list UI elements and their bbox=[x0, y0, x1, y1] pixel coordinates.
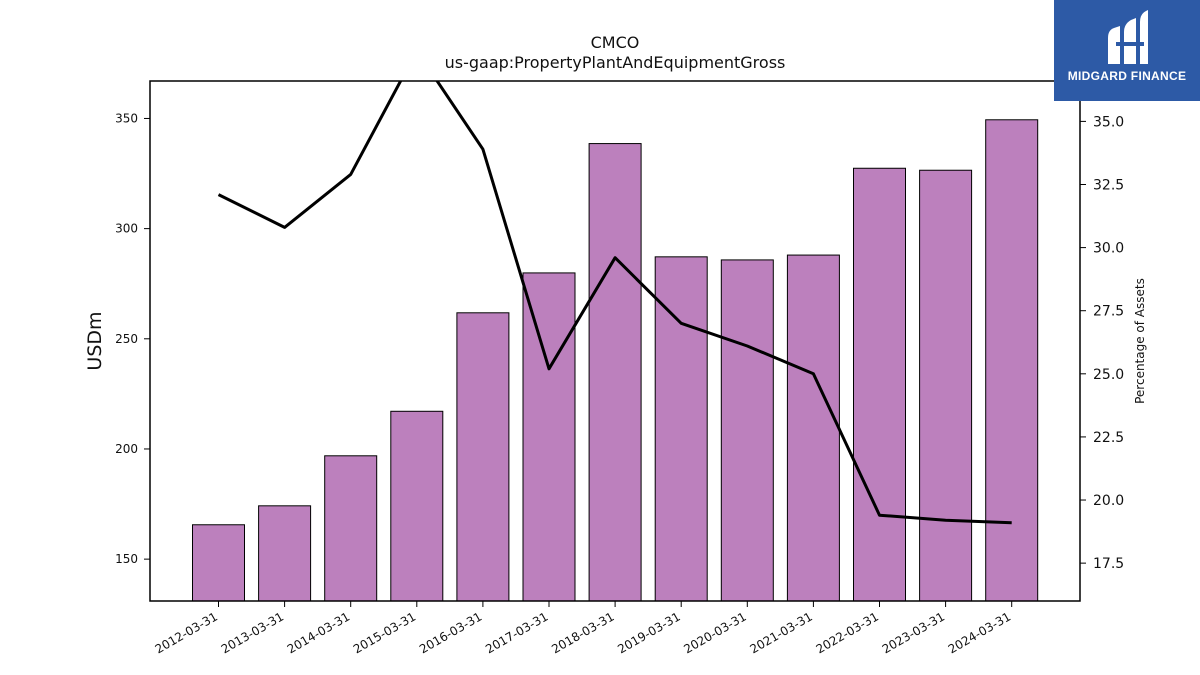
right-tick-label: 27.5 bbox=[1093, 304, 1124, 320]
right-tick-label: 32.5 bbox=[1093, 177, 1124, 193]
x-tick-label: 2019-03-31 bbox=[615, 609, 682, 656]
bar-2020-03-31 bbox=[720, 259, 774, 601]
left-tick-label: 350 bbox=[115, 111, 138, 125]
x-tick-label: 2015-03-31 bbox=[351, 609, 418, 656]
right-tick-label: 25.0 bbox=[1093, 367, 1124, 383]
bar-2015-03-31 bbox=[390, 410, 444, 601]
x-tick-label: 2022-03-31 bbox=[814, 609, 881, 656]
percentage-line bbox=[217, 81, 1012, 525]
right-tick-label: 20.0 bbox=[1093, 493, 1124, 509]
left-tick-label: 200 bbox=[115, 442, 138, 456]
bar-2021-03-31 bbox=[786, 254, 840, 601]
x-tick-label: 2013-03-31 bbox=[219, 609, 286, 656]
x-tick-label: 2023-03-31 bbox=[880, 609, 947, 656]
x-tick-label: 2016-03-31 bbox=[417, 609, 484, 656]
left-axis-ticks: 150 200 250 300 350 bbox=[115, 111, 150, 566]
bar-2017-03-31 bbox=[522, 272, 576, 601]
right-tick-label: 35.0 bbox=[1093, 114, 1124, 130]
logo-text: MIDGARD FINANCE bbox=[1067, 69, 1187, 83]
bar-2022-03-31 bbox=[853, 167, 906, 601]
y2-axis-label: Percentage of Assets bbox=[1133, 278, 1147, 404]
right-tick-label: 22.5 bbox=[1093, 430, 1124, 446]
left-tick-label: 300 bbox=[115, 222, 138, 236]
x-tick-label: 2017-03-31 bbox=[483, 609, 550, 656]
x-axis-ticks: 2012-03-312013-03-312014-03-312015-03-31… bbox=[153, 601, 1013, 656]
bar-2016-03-31 bbox=[456, 312, 510, 601]
x-tick-label: 2014-03-31 bbox=[285, 609, 352, 656]
right-axis-ticks: 17.5 20.0 22.5 25.0 27.5 30.0 32.5 35.0 bbox=[1080, 114, 1124, 572]
bar-2012-03-31 bbox=[192, 524, 245, 601]
x-tick-label: 2024-03-31 bbox=[946, 609, 1013, 656]
left-tick-label: 150 bbox=[115, 552, 138, 566]
bar-2023-03-31 bbox=[919, 169, 973, 601]
right-tick-label: 17.5 bbox=[1093, 556, 1124, 572]
bar-2018-03-31 bbox=[588, 143, 642, 601]
bar-2019-03-31 bbox=[654, 256, 708, 601]
left-tick-label: 250 bbox=[115, 332, 138, 346]
x-tick-label: 2021-03-31 bbox=[747, 609, 814, 656]
bar-2013-03-31 bbox=[258, 505, 312, 601]
bar-2024-03-31 bbox=[985, 119, 1039, 601]
logo-mark-icon bbox=[1108, 10, 1148, 64]
bar-2014-03-31 bbox=[324, 455, 378, 601]
x-tick-label: 2020-03-31 bbox=[681, 609, 748, 656]
x-tick-label: 2012-03-31 bbox=[153, 609, 220, 656]
brand-logo: MIDGARD FINANCE bbox=[1054, 0, 1200, 101]
bar-series bbox=[192, 119, 1039, 601]
y-axis-label: USDm bbox=[84, 311, 106, 370]
right-tick-label: 30.0 bbox=[1093, 241, 1124, 257]
x-tick-label: 2018-03-31 bbox=[549, 609, 616, 656]
chart-title: CMCO bbox=[590, 33, 640, 52]
chart-subtitle: us-gaap:PropertyPlantAndEquipmentGross bbox=[444, 53, 786, 72]
